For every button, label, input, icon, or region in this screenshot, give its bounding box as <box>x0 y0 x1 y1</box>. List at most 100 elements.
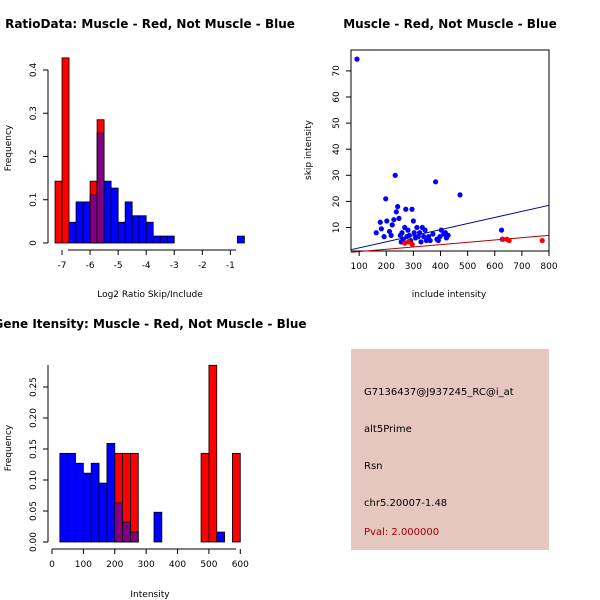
scatter-not-muscle-point-38 <box>427 237 433 244</box>
scatter-plot-frame <box>350 49 550 252</box>
intensity-muscle-bar-4 <box>208 364 218 543</box>
scatter-not-muscle-point-23 <box>406 232 412 238</box>
scatter-not-muscle-point-20 <box>403 206 409 212</box>
ratio-muscle-bar-0 <box>54 180 63 244</box>
scatter-x-tick-label-3: 400 <box>432 262 449 272</box>
intensity-chart-title: Gene Itensity: Muscle - Red, Not Muscle … <box>0 317 307 331</box>
intensity-not-muscle-bar-4 <box>90 462 100 543</box>
scatter-y-tick-label-3: 40 <box>332 143 342 155</box>
scatter-y-tick-label-1: 20 <box>332 195 342 207</box>
ratio-x-tick-label-5: -2 <box>198 261 207 271</box>
scatter-not-muscle-point-6 <box>384 218 390 224</box>
gene-name: Rsn <box>364 461 383 472</box>
scatter-not-muscle-point-39 <box>430 231 436 237</box>
scatter-x-tick-label-5: 600 <box>486 262 503 272</box>
scatter-x-label: include intensity <box>412 290 487 300</box>
ratio-not-muscle-bar-1 <box>75 201 84 244</box>
intensity-x-tick-label-5: 500 <box>200 560 217 570</box>
ratio-not-muscle-bar-5 <box>103 180 112 244</box>
ratio-not-muscle-bar-9 <box>131 215 140 244</box>
event-type: alt5Prime <box>364 424 412 435</box>
ratio-y-tick-label-3: 0.3 <box>29 106 39 120</box>
scatter-not-muscle-point-44 <box>438 227 444 233</box>
scatter-x-tick-label-0: 100 <box>351 262 368 272</box>
scatter-not-muscle-point-4 <box>381 234 387 240</box>
scatter-not-muscle-point-5 <box>383 196 389 202</box>
scatter-not-muscle-point-29 <box>414 224 420 231</box>
scatter-y-tick-label-2: 30 <box>332 169 342 181</box>
scatter-x-tick-label-4: 500 <box>459 262 476 272</box>
intensity-muscle-bar-3 <box>200 452 210 543</box>
ratio-y-tick-label-4: 0.4 <box>29 63 39 78</box>
scatter-y-ticks: 10 20 30 40 50 60 70 <box>332 65 351 233</box>
scatter-not-muscle-point-27 <box>411 230 417 236</box>
scatter-fit-lines <box>350 204 550 253</box>
scatter-not-muscle-point-1 <box>373 230 379 236</box>
ratio-y-ticks: 0 0.1 0.2 0.3 0.4 <box>29 63 48 246</box>
intensity-y-ticks: 0.00 0.05 0.10 0.15 0.20 0.25 <box>29 377 48 552</box>
scatter-not-muscle-point-50 <box>498 227 505 233</box>
intensity-x-tick-label-3: 300 <box>138 560 155 570</box>
ratio-muscle-bar-1 <box>61 57 70 244</box>
scatter-not-muscle-point-43 <box>437 234 443 240</box>
intensity-x-tick-label-1: 100 <box>75 560 92 570</box>
scatter-not-muscle-point-31 <box>417 230 423 236</box>
intensity-muscle-bar-5 <box>232 452 241 543</box>
scatter-not-muscle-point-17 <box>399 230 405 236</box>
intensity-not-muscle-bar-2 <box>75 462 84 543</box>
ratio-not-muscle-bar-8 <box>124 201 133 244</box>
intensity-y-tick-label-5: 0.25 <box>29 377 39 397</box>
intensity-x-ticks: 0 100 200 300 400 500 600 <box>49 549 249 570</box>
scatter-y-tick-label-4: 50 <box>332 117 342 129</box>
intensity-y-tick-label-1: 0.05 <box>29 501 39 521</box>
scatter-not-muscle-point-48 <box>445 232 451 238</box>
ratio-x-tick-label-3: -4 <box>142 261 151 271</box>
intensity-x-tick-label-2: 200 <box>106 560 123 570</box>
intensity-scatter: Muscle - Red, Not Muscle - Blue 100 200 30… <box>304 17 558 300</box>
ratio-not-muscle-bar-7 <box>117 221 126 244</box>
ratio-y-tick-label-0: 0 <box>29 240 39 246</box>
ratio-x-tick-label-0: -7 <box>58 261 67 271</box>
scatter-not-muscle-point-42 <box>435 237 441 244</box>
ratio-not-muscle-bar-0 <box>68 221 77 244</box>
scatter-muscle-point-1 <box>405 239 412 245</box>
intensity-histogram: Gene Itensity: Muscle - Red, Not Muscle … <box>0 317 307 600</box>
ratio-not-muscle-bar-2 <box>82 201 91 244</box>
scatter-not-muscle-point-25 <box>409 206 415 212</box>
scatter-not-muscle-point-32 <box>418 239 424 245</box>
scatter-x-tick-label-6: 700 <box>513 262 530 272</box>
scatter-x-tick-label-7: 800 <box>540 262 557 272</box>
ratio-x-tick-label-4: -3 <box>170 261 179 271</box>
scatter-muscle-point-3 <box>500 236 506 242</box>
scatter-not-muscle-point-7 <box>386 228 393 235</box>
intensity-y-tick-label-2: 0.10 <box>29 470 39 490</box>
ratio-y-tick-label-2: 0.2 <box>29 149 39 163</box>
intensity-x-tick-label-6: 600 <box>232 560 249 570</box>
ratio-x-tick-label-6: -1 <box>226 261 235 271</box>
scatter-fit-line-0 <box>350 204 550 251</box>
intensity-overlap-bar-7 <box>114 502 124 543</box>
scatter-y-label: skip intensity <box>304 119 314 180</box>
scatter-fit-line-1 <box>350 234 550 253</box>
intensity-not-muscle-bar-10 <box>153 511 163 543</box>
ratio-x-ticks: -7 -6 -5 -4 -3 -2 -1 <box>58 250 235 271</box>
scatter-y-tick-label-0: 10 <box>332 222 342 234</box>
intensity-bars <box>59 364 241 543</box>
intensity-x-tick-label-4: 400 <box>169 560 186 570</box>
scatter-muscle-point-5 <box>506 237 512 244</box>
scatter-not-muscle-point-11 <box>392 172 398 178</box>
intensity-not-muscle-bar-1 <box>67 452 76 543</box>
intensity-muscle-bar-2 <box>130 452 139 543</box>
ratio-histogram: RatioData: Muscle - Red, Not Muscle - Bl… <box>4 17 295 300</box>
ratio-x-tick-label-2: -5 <box>114 261 123 271</box>
scatter-not-muscle-point-30 <box>415 234 421 240</box>
scatter-not-muscle-point-26 <box>410 218 416 224</box>
scatter-not-muscle-point-3 <box>378 226 384 232</box>
intensity-y-label: Frequency <box>4 424 14 471</box>
ratio-x-label: Log2 Ratio Skip/Include <box>97 290 203 300</box>
scatter-x-tick-label-1: 200 <box>378 262 395 272</box>
ratio-not-muscle-bar-10 <box>138 215 147 244</box>
p-value: Pval: 2.000000 <box>364 527 440 538</box>
ratio-overlap-bar-3 <box>89 194 98 244</box>
